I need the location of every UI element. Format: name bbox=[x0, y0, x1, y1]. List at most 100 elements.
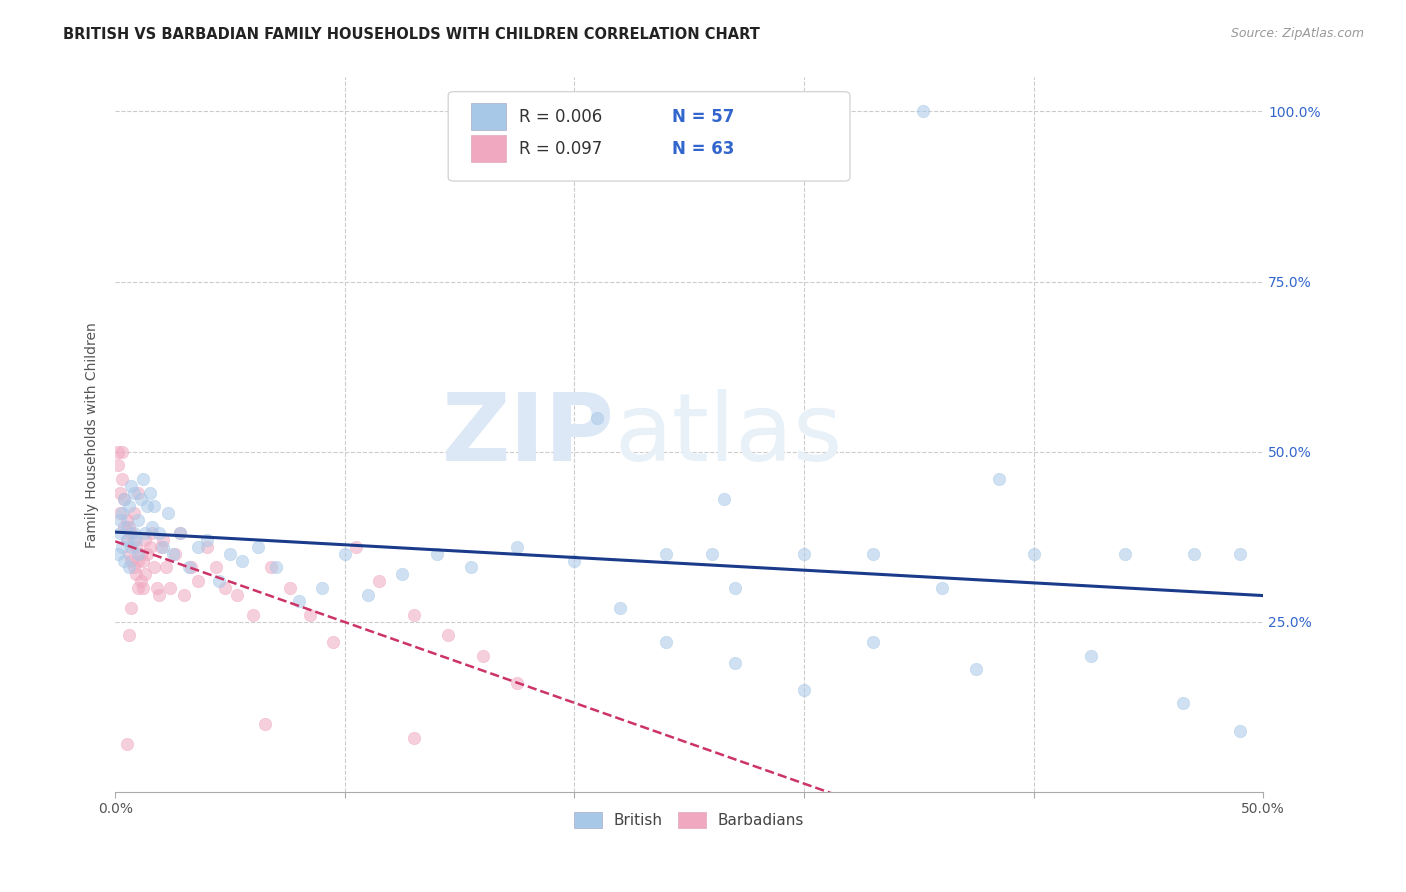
Point bbox=[793, 682, 815, 697]
Text: N = 57: N = 57 bbox=[672, 108, 734, 126]
Point bbox=[114, 519, 136, 533]
Point bbox=[344, 540, 367, 554]
Point bbox=[118, 519, 141, 533]
Point bbox=[125, 533, 148, 548]
Point bbox=[148, 588, 170, 602]
Point bbox=[122, 526, 145, 541]
Point bbox=[141, 519, 163, 533]
Point bbox=[111, 540, 134, 554]
Point bbox=[460, 560, 482, 574]
Point bbox=[931, 581, 953, 595]
Point bbox=[912, 104, 935, 119]
Point bbox=[141, 526, 163, 541]
Point bbox=[120, 601, 142, 615]
Point bbox=[120, 553, 142, 567]
Point bbox=[177, 560, 200, 574]
Point bbox=[793, 547, 815, 561]
Point bbox=[169, 526, 191, 541]
Point bbox=[219, 547, 242, 561]
Point bbox=[111, 506, 134, 520]
Point bbox=[143, 560, 166, 574]
Point bbox=[114, 492, 136, 507]
FancyBboxPatch shape bbox=[449, 92, 851, 181]
Point bbox=[655, 547, 678, 561]
Text: ZIP: ZIP bbox=[441, 389, 614, 481]
Point bbox=[115, 737, 138, 751]
Point bbox=[136, 547, 159, 561]
Text: Source: ZipAtlas.com: Source: ZipAtlas.com bbox=[1230, 27, 1364, 40]
Point bbox=[242, 607, 264, 622]
Point bbox=[724, 581, 747, 595]
Point bbox=[1171, 697, 1194, 711]
Point bbox=[132, 472, 155, 486]
Point bbox=[120, 479, 142, 493]
Point bbox=[965, 663, 987, 677]
Point bbox=[1022, 547, 1045, 561]
Point bbox=[114, 553, 136, 567]
Legend: British, Barbadians: British, Barbadians bbox=[568, 806, 810, 834]
Point bbox=[862, 635, 884, 649]
Text: R = 0.006: R = 0.006 bbox=[519, 108, 603, 126]
Point bbox=[125, 567, 148, 582]
Point bbox=[152, 540, 174, 554]
Point bbox=[107, 458, 129, 473]
Point bbox=[226, 588, 249, 602]
Point bbox=[162, 547, 184, 561]
Point bbox=[702, 547, 724, 561]
Point bbox=[134, 533, 156, 548]
Point bbox=[157, 506, 180, 520]
Point bbox=[115, 519, 138, 533]
Point bbox=[127, 547, 149, 561]
Point bbox=[357, 588, 380, 602]
Point bbox=[586, 410, 609, 425]
Point bbox=[129, 547, 152, 561]
Point bbox=[108, 526, 131, 541]
Point bbox=[278, 581, 301, 595]
Point bbox=[108, 513, 131, 527]
Point bbox=[122, 506, 145, 520]
Point bbox=[120, 526, 142, 541]
Point bbox=[129, 574, 152, 588]
Point bbox=[111, 472, 134, 486]
Point bbox=[506, 676, 529, 690]
Point bbox=[122, 485, 145, 500]
Point bbox=[333, 547, 356, 561]
Point bbox=[127, 485, 149, 500]
Point bbox=[180, 560, 202, 574]
Point bbox=[132, 553, 155, 567]
Point bbox=[108, 485, 131, 500]
Point bbox=[260, 560, 283, 574]
Point bbox=[173, 588, 195, 602]
Point bbox=[122, 533, 145, 548]
Point bbox=[437, 628, 460, 642]
Point bbox=[127, 581, 149, 595]
Text: N = 63: N = 63 bbox=[672, 140, 734, 158]
Text: R = 0.097: R = 0.097 bbox=[519, 140, 603, 158]
Point bbox=[107, 547, 129, 561]
Point bbox=[187, 540, 209, 554]
FancyBboxPatch shape bbox=[471, 103, 506, 130]
Point bbox=[724, 656, 747, 670]
Point bbox=[402, 731, 425, 745]
Point bbox=[253, 717, 276, 731]
Point bbox=[264, 560, 287, 574]
Point bbox=[129, 492, 152, 507]
Point bbox=[114, 492, 136, 507]
Point bbox=[713, 492, 735, 507]
Point bbox=[1229, 723, 1251, 738]
Point bbox=[368, 574, 391, 588]
Point bbox=[205, 560, 228, 574]
Point bbox=[159, 581, 181, 595]
Point bbox=[120, 540, 142, 554]
Point bbox=[127, 553, 149, 567]
Point bbox=[1114, 547, 1136, 561]
Point bbox=[195, 533, 218, 548]
Point bbox=[118, 628, 141, 642]
Point bbox=[134, 526, 156, 541]
Point bbox=[115, 533, 138, 548]
Point bbox=[214, 581, 236, 595]
Point bbox=[150, 540, 173, 554]
Point bbox=[564, 553, 586, 567]
Point bbox=[311, 581, 333, 595]
Point bbox=[1182, 547, 1205, 561]
